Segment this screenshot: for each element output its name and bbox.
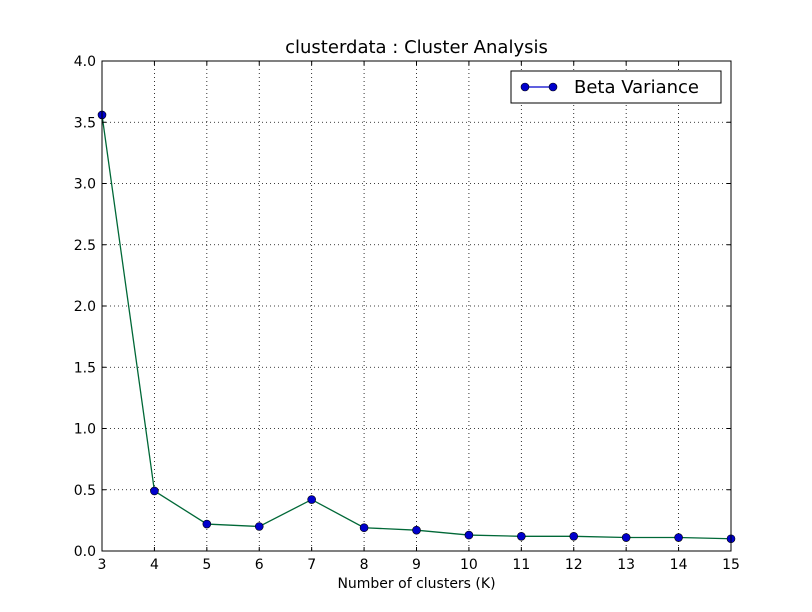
x-tick-label: 4	[150, 557, 159, 573]
x-tick-label: 11	[512, 557, 530, 573]
grid	[102, 61, 731, 551]
legend-marker	[548, 82, 558, 92]
legend-marker	[520, 82, 530, 92]
x-tick-label: 14	[670, 557, 688, 573]
x-tick-label: 5	[202, 557, 211, 573]
data-point	[202, 519, 212, 529]
data-point	[359, 523, 369, 533]
y-tick-label: 2.5	[74, 238, 96, 254]
x-tick-label: 6	[255, 557, 264, 573]
chart-title: clusterdata : Cluster Analysis	[285, 37, 548, 58]
data-point	[307, 495, 316, 504]
data-point	[464, 530, 474, 540]
tick-labels: 3 4 5 6 7 8 9 10 11 12 13 14 15 0.0 0.5 1.0 1.5 2.0 2.5 3.0…	[74, 54, 740, 573]
y-tick-label: 0.5	[74, 483, 96, 499]
data-point	[254, 522, 264, 531]
x-tick-label: 13	[617, 557, 635, 573]
ticks	[101, 60, 732, 552]
y-tick-label: 2.0	[74, 299, 96, 315]
y-tick-label: 1.5	[74, 360, 96, 376]
x-tick-label: 7	[307, 557, 316, 573]
series-layer	[97, 110, 736, 544]
data-point	[517, 531, 526, 541]
x-tick-label: 8	[360, 557, 369, 573]
x-tick-label: 12	[565, 557, 583, 573]
y-tick-label: 4.0	[74, 54, 96, 70]
x-tick-label: 9	[412, 557, 421, 573]
legend-label: Beta Variance	[574, 77, 699, 98]
data-point	[412, 525, 421, 535]
x-tick-label: 15	[722, 557, 740, 573]
data-point	[621, 533, 631, 542]
data-point	[569, 531, 579, 541]
y-tick-label: 0.0	[74, 544, 96, 560]
y-tick-label: 3.0	[74, 177, 96, 193]
data-point	[150, 486, 159, 496]
legend: Beta Variance	[510, 70, 722, 104]
x-tick-label: 10	[460, 557, 478, 573]
x-axis-title: Number of clusters (K)	[337, 576, 495, 592]
data-point	[674, 533, 683, 542]
y-tick-label: 1.0	[74, 422, 96, 438]
x-tick-label: 3	[98, 557, 107, 573]
y-tick-label: 3.5	[74, 115, 96, 131]
